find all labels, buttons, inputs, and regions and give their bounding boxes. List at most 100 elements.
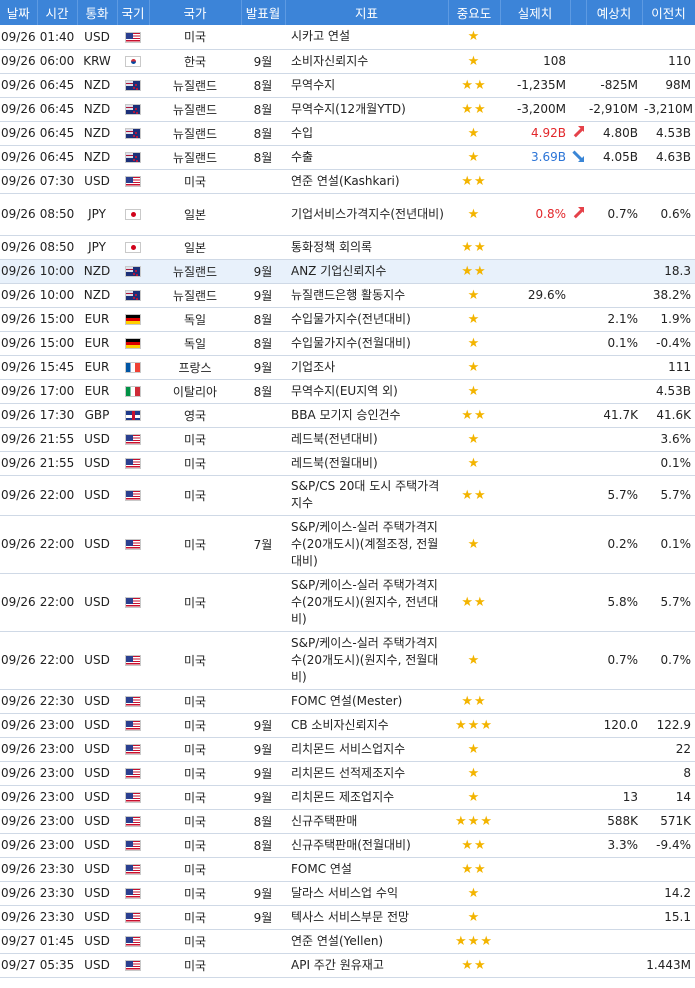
table-row[interactable]: 09/26 21:55 USD 미국 레드북(전월대비) ★ 0.1% (0, 451, 695, 476)
importance-stars: ★★ (448, 73, 500, 98)
table-row[interactable]: 09/26 23:00 USD 미국 9월 리치몬드 선적제조지수 ★ 8 (0, 761, 695, 786)
indicator-cell: 무역수지(12개월YTD) (285, 97, 448, 122)
date-cell: 09/26 (0, 49, 37, 74)
header-arrow[interactable] (570, 0, 587, 25)
country-cell: 미국 (149, 953, 241, 978)
flag-cell (117, 573, 149, 632)
actual-cell (500, 713, 570, 738)
flag-us-icon (125, 912, 141, 923)
header-currency[interactable]: 통화 (77, 0, 118, 25)
table-row[interactable]: 09/26 06:00 KRW 한국 9월 소비자신뢰지수 ★ 108 110 (0, 49, 695, 74)
table-row[interactable]: 09/26 22:00 USD 미국 S&P/케이스-실러 주택가격지수(20개도시)(… (0, 631, 695, 690)
previous-cell: 4.53B (642, 121, 695, 146)
actual-cell: -3,200M (500, 97, 570, 122)
indicator-cell: 기업조사 (285, 355, 448, 380)
table-row[interactable]: 09/26 21:55 USD 미국 레드북(전년대비) ★ 3.6% (0, 427, 695, 452)
table-row[interactable]: 09/26 08:50 JPY 일본 기업서비스가격지수(전년대비) ★ 0.8% 0.7% 0… (0, 193, 695, 236)
indicator-cell: S&P/케이스-실러 주택가격지수(20개도시)(원지수, 전월대비) (285, 631, 448, 690)
table-row[interactable]: 09/26 22:00 USD 미국 7월 S&P/케이스-실러 주택가격지수(20개도시… (0, 515, 695, 574)
arrow-cell (570, 283, 586, 308)
table-row[interactable]: 09/26 06:45 NZD 뉴질랜드 8월 수출 ★ 3.69B 4.05B 4.63B (0, 145, 695, 170)
actual-cell: 3.69B (500, 145, 570, 170)
table-row[interactable]: 09/26 08:50 JPY 일본 통화정책 회의록 ★★ (0, 235, 695, 260)
table-row[interactable]: 09/26 06:45 NZD 뉴질랜드 8월 수입 ★ 4.92B 4.80B 4.53B (0, 121, 695, 146)
time-cell: 01:45 (37, 929, 77, 954)
table-row[interactable]: 09/26 15:00 EUR 독일 8월 수입물가지수(전월대비) ★ 0.1% -0.4% (0, 331, 695, 356)
flag-cell (117, 169, 149, 194)
table-row[interactable]: 09/26 23:30 USD 미국 9월 달라스 서비스업 수익 ★ 14.2 (0, 881, 695, 906)
indicator-cell: 신규주택판매(전월대비) (285, 833, 448, 858)
time-cell: 23:00 (37, 833, 77, 858)
time-cell: 15:00 (37, 331, 77, 356)
flag-cell (117, 193, 149, 236)
table-row[interactable]: 09/26 23:30 USD 미국 FOMC 연설 ★★ (0, 857, 695, 882)
importance-stars: ★★ (448, 689, 500, 714)
table-row[interactable]: 09/27 01:45 USD 미국 연준 연설(Yellen) ★★★ (0, 929, 695, 954)
table-row[interactable]: 09/26 10:00 NZD 뉴질랜드 9월 ANZ 기업신뢰지수 ★★ 18.3 (0, 259, 695, 284)
header-importance[interactable]: 중요도 (448, 0, 501, 25)
table-row[interactable]: 09/26 22:00 USD 미국 S&P/CS 20대 도시 주택가격지수 ★★ 5.7… (0, 475, 695, 516)
country-cell: 미국 (149, 929, 241, 954)
period-cell: 7월 (241, 515, 285, 574)
header-time[interactable]: 시간 (37, 0, 78, 25)
table-row[interactable]: 09/26 22:00 USD 미국 S&P/케이스-실러 주택가격지수(20개도시)(… (0, 573, 695, 632)
header-country[interactable]: 국가 (149, 0, 242, 25)
table-row[interactable]: 09/26 23:00 USD 미국 8월 신규주택판매(전월대비) ★★ 3.3% -9.4% (0, 833, 695, 858)
time-cell: 23:00 (37, 713, 77, 738)
actual-cell (500, 259, 570, 284)
table-row[interactable]: 09/26 17:30 GBP 영국 BBA 모기지 승인건수 ★★ 41.7K 41.6K (0, 403, 695, 428)
currency-cell: USD (77, 631, 117, 690)
country-cell: 미국 (149, 427, 241, 452)
currency-cell: JPY (77, 235, 117, 260)
table-row[interactable]: 09/26 07:30 USD 미국 연준 연설(Kashkari) ★★ (0, 169, 695, 194)
currency-cell: USD (77, 761, 117, 786)
flag-us-icon (125, 434, 141, 445)
flag-us-icon (125, 655, 141, 666)
forecast-cell (586, 929, 642, 954)
table-row[interactable]: 09/26 06:45 NZD 뉴질랜드 8월 무역수지 ★★ -1,235M -825M 98M (0, 73, 695, 98)
table-row[interactable]: 09/26 23:00 USD 미국 9월 리치몬드 서비스업지수 ★ 22 (0, 737, 695, 762)
currency-cell: NZD (77, 121, 117, 146)
header-forecast[interactable]: 예상치 (586, 0, 643, 25)
header-actual[interactable]: 실제치 (500, 0, 571, 25)
header-indicator[interactable]: 지표 (285, 0, 449, 25)
time-cell: 23:00 (37, 761, 77, 786)
table-row[interactable]: 09/26 17:00 EUR 이탈리아 8월 무역수지(EU지역 외) ★ 4.53B (0, 379, 695, 404)
table-row[interactable]: 09/26 23:30 USD 미국 9월 텍사스 서비스부문 전망 ★ 15.1 (0, 905, 695, 930)
table-row[interactable]: 09/26 15:00 EUR 독일 8월 수입물가지수(전년대비) ★ 2.1% 1.9% (0, 307, 695, 332)
actual-cell: 108 (500, 49, 570, 74)
table-row[interactable]: 09/26 10:00 NZD 뉴질랜드 9월 뉴질랜드은행 활동지수 ★ 29.6% 38.2… (0, 283, 695, 308)
arrow-cell (570, 121, 586, 146)
table-row[interactable]: 09/26 01:40 USD 미국 시카고 연설 ★ (0, 25, 695, 50)
period-cell: 8월 (241, 73, 285, 98)
table-row[interactable]: 09/26 23:00 USD 미국 9월 리치몬드 제조업지수 ★ 13 14 (0, 785, 695, 810)
importance-stars: ★ (448, 761, 500, 786)
time-cell: 23:00 (37, 809, 77, 834)
actual-cell (500, 833, 570, 858)
country-cell: 미국 (149, 713, 241, 738)
importance-stars: ★ (448, 785, 500, 810)
country-cell: 미국 (149, 631, 241, 690)
indicator-cell: 수입 (285, 121, 448, 146)
indicator-cell: 달라스 서비스업 수익 (285, 881, 448, 906)
header-period[interactable]: 발표월 (241, 0, 286, 25)
arrow-cell (570, 331, 586, 356)
header-previous[interactable]: 이전치 (642, 0, 695, 25)
period-cell (241, 857, 285, 882)
table-row[interactable]: 09/26 23:00 USD 미국 8월 신규주택판매 ★★★ 588K 571K (0, 809, 695, 834)
period-cell: 9월 (241, 283, 285, 308)
table-row[interactable]: 09/26 15:45 EUR 프랑스 9월 기업조사 ★ 111 (0, 355, 695, 380)
table-row[interactable]: 09/26 22:30 USD 미국 FOMC 연설(Mester) ★★ (0, 689, 695, 714)
previous-cell: 98M (642, 73, 695, 98)
country-cell: 이탈리아 (149, 379, 241, 404)
header-date[interactable]: 날짜 (0, 0, 38, 25)
header-flag[interactable]: 국기 (117, 0, 150, 25)
flag-cell (117, 379, 149, 404)
table-row[interactable]: 09/26 23:00 USD 미국 9월 CB 소비자신뢰지수 ★★★ 120.0 122.9 (0, 713, 695, 738)
table-row[interactable]: 09/27 05:35 USD 미국 API 주간 원유재고 ★★ 1.443M (0, 953, 695, 978)
previous-cell: 4.53B (642, 379, 695, 404)
table-row[interactable]: 09/26 06:45 NZD 뉴질랜드 8월 무역수지(12개월YTD) ★★ -3,200… (0, 97, 695, 122)
actual-cell (500, 307, 570, 332)
currency-cell: USD (77, 427, 117, 452)
arrow-cell (570, 833, 586, 858)
